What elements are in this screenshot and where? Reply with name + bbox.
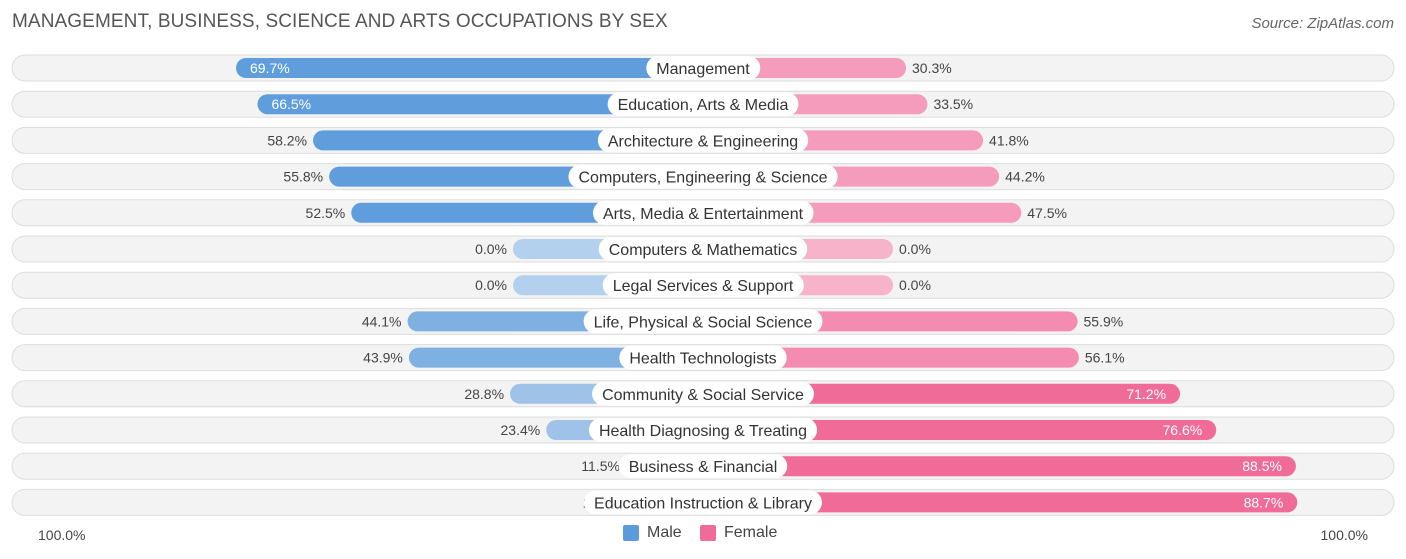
legend-item-female: Female bbox=[700, 524, 777, 542]
chart-row: 58.2% 41.8% Architecture & Engineering bbox=[11, 126, 1395, 154]
category-label: Community & Social Service bbox=[602, 387, 804, 404]
category-pill bbox=[592, 381, 815, 406]
female-value-label: 76.6% bbox=[1163, 422, 1203, 438]
category-label: Computers, Engineering & Science bbox=[578, 170, 827, 187]
male-value-label: 44.1% bbox=[362, 313, 402, 329]
legend: Male Female bbox=[0, 524, 1406, 546]
category-pill bbox=[618, 454, 788, 479]
legend-item-male: Male bbox=[623, 524, 682, 542]
category-label: Management bbox=[656, 61, 750, 78]
chart-row: 11.3%88.7%Education Instruction & Librar… bbox=[11, 488, 1395, 516]
male-swatch-icon bbox=[623, 525, 639, 541]
male-value-label: 11.5% bbox=[581, 458, 620, 474]
chart-row: 66.5% 33.5% Education, Arts & Media bbox=[11, 90, 1395, 118]
chart-row: 55.8% 44.2% Computers, Engineering & Scien… bbox=[11, 163, 1395, 191]
female-bar bbox=[703, 420, 1217, 440]
male-value-label: 43.9% bbox=[363, 350, 403, 366]
female-bar bbox=[703, 456, 1296, 477]
diverging-bar-chart: 69.7% 30.3% Management 66.5% 33.5% Education,… bbox=[11, 54, 1395, 516]
legend-male-label: Male bbox=[647, 524, 682, 541]
male-value-label: 52.5% bbox=[306, 205, 346, 221]
category-label: Education Instruction & Library bbox=[594, 495, 812, 512]
female-value-label: 33.5% bbox=[933, 96, 973, 112]
chart-row: 11.5% 88.5% Business & Financial bbox=[11, 452, 1395, 480]
male-value-label: 23.4% bbox=[501, 422, 541, 438]
female-bar bbox=[703, 383, 1181, 404]
female-value-label: 30.3% bbox=[912, 60, 952, 76]
female-value-label: 71.2% bbox=[1126, 386, 1166, 402]
category-pill bbox=[583, 309, 823, 334]
category-pill bbox=[602, 273, 804, 298]
male-value-label: 28.8% bbox=[464, 386, 504, 402]
category-pill bbox=[646, 56, 761, 80]
category-label: Health Diagnosing & Treating bbox=[599, 423, 807, 440]
category-label: Legal Services & Support bbox=[613, 278, 794, 295]
female-value-label: 55.9% bbox=[1084, 313, 1124, 329]
chart-title: MANAGEMENT, BUSINESS, SCIENCE AND ARTS O… bbox=[12, 11, 668, 32]
category-pill bbox=[597, 128, 809, 153]
category-label: Business & Financial bbox=[629, 459, 778, 476]
chart-row: 52.5% 47.5% Arts, Media & Entertainment bbox=[11, 199, 1395, 227]
axis-left-label: 100.0% bbox=[38, 527, 86, 543]
chart-row: 44.1% 55.9% Life, Physical & Social Scienc… bbox=[11, 307, 1395, 335]
category-label: Health Technologists bbox=[629, 351, 776, 368]
female-value-label: 88.5% bbox=[1242, 458, 1282, 474]
category-pill bbox=[592, 200, 814, 225]
chart-row: 23.4% 76.6% Health Diagnosing & Treating bbox=[11, 416, 1395, 444]
male-bar bbox=[257, 94, 703, 115]
category-pill bbox=[619, 345, 787, 370]
female-value-label: 0.0% bbox=[899, 277, 931, 293]
category-pill bbox=[607, 92, 799, 117]
male-value-label: 58.2% bbox=[267, 132, 307, 148]
chart-row: 43.9% 56.1% Health Technologists bbox=[11, 344, 1395, 372]
male-value-label: 69.7% bbox=[250, 60, 290, 76]
legend-female-label: Female bbox=[724, 524, 778, 541]
category-label: Life, Physical & Social Science bbox=[594, 314, 813, 331]
female-value-label: 41.8% bbox=[989, 132, 1029, 148]
category-label: Education, Arts & Media bbox=[618, 97, 789, 114]
axis-right-label: 100.0% bbox=[1320, 527, 1368, 543]
source-label: Source: ZipAtlas.com bbox=[1251, 15, 1394, 32]
category-label: Architecture & Engineering bbox=[608, 133, 798, 150]
chart-row: 0.0% 0.0% Computers & Mathematics bbox=[11, 235, 1395, 263]
male-value-label: 0.0% bbox=[475, 241, 507, 257]
male-bar bbox=[236, 58, 703, 78]
category-label: Computers & Mathematics bbox=[609, 242, 798, 259]
category-pill bbox=[584, 490, 822, 515]
female-swatch-icon bbox=[700, 525, 716, 541]
category-pill bbox=[598, 237, 808, 261]
male-value-label: 55.8% bbox=[283, 169, 323, 185]
female-value-label: 56.1% bbox=[1085, 350, 1125, 366]
chart-row: 69.7% 30.3% Management bbox=[11, 54, 1395, 82]
female-value-label: 88.7% bbox=[1244, 494, 1284, 510]
chart-row: 28.8% 71.2% Community & Social Service bbox=[11, 380, 1395, 408]
category-label: Arts, Media & Entertainment bbox=[603, 206, 804, 223]
male-value-label: 0.0% bbox=[475, 277, 507, 293]
female-value-label: 47.5% bbox=[1027, 205, 1067, 221]
male-value-label: 66.5% bbox=[271, 96, 311, 112]
female-bar bbox=[703, 347, 1079, 368]
female-value-label: 0.0% bbox=[899, 241, 931, 257]
female-value-label: 44.2% bbox=[1005, 169, 1045, 185]
category-pill bbox=[588, 418, 818, 442]
chart-row: 0.0% 0.0% Legal Services & Support bbox=[11, 271, 1395, 299]
category-pill bbox=[568, 164, 838, 189]
female-bar bbox=[703, 492, 1298, 513]
